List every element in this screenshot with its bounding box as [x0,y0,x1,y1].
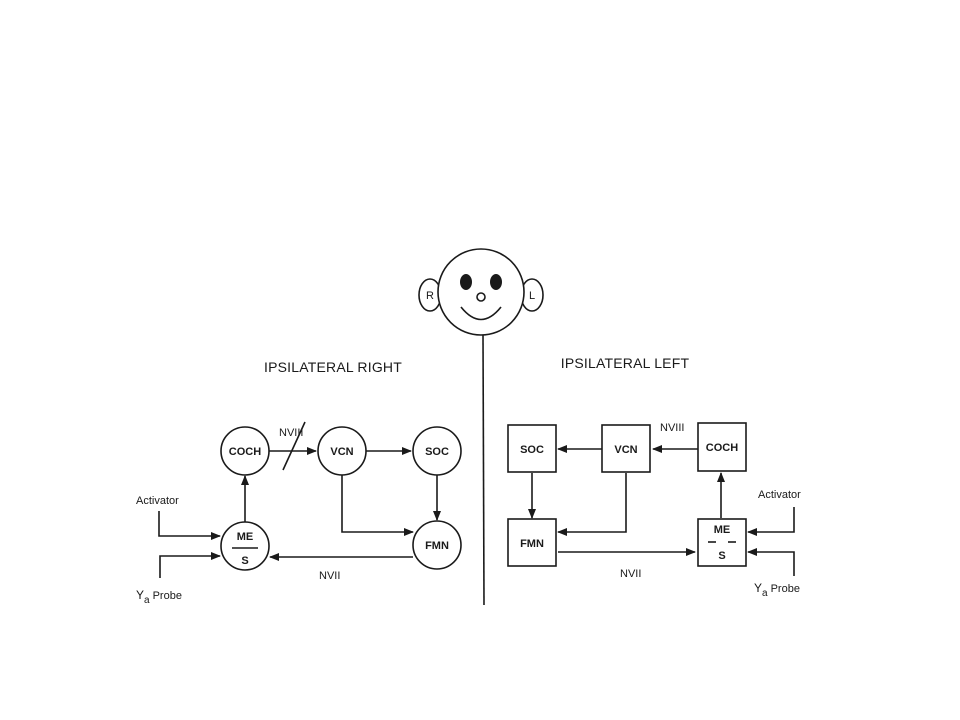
left-fmn-node [507,518,557,567]
left-soc-label: SOC [520,444,544,456]
head [437,248,525,336]
left-nviii-label: NVIII [660,422,684,434]
right-probe-edge [159,552,221,578]
right-vcn-node [317,426,367,476]
right-me-label: ME [237,531,254,543]
right-activator-label: Activator [136,495,179,507]
left-vcn-node [601,424,651,473]
ipsilateral-right-title: IPSILATERAL RIGHT [264,359,402,375]
right-nviii-label: NVIII [279,427,303,439]
right-probe-label: Ya Probe [136,588,182,606]
ipsilateral-left-panel: IPSILATERAL LEFT NVIII NVII SOC VCN COCH… [507,355,801,599]
left-probe-label: Ya Probe [754,581,800,599]
left-activator-edge [747,507,795,536]
left-nvii-label: NVII [620,568,641,580]
right-s-label: S [241,555,248,567]
left-eye [490,274,502,290]
left-probe-edge [747,548,795,576]
left-s-label: S [718,550,725,562]
left-ear-label: L [529,290,535,302]
right-coch-node [220,426,270,476]
left-mes-node [697,518,747,567]
nose [476,292,486,302]
vcn-to-fmn-edge [341,475,414,536]
mouth [460,306,502,321]
right-soc-label: SOC [425,446,449,458]
right-fmn-label: FMN [425,540,449,552]
vcn-to-fmn-edge-left [557,473,627,536]
right-coch-label: COCH [229,446,261,458]
left-activator-label: Activator [758,489,801,501]
ipsilateral-right-panel: IPSILATERAL RIGHT NVIII NVII COCH VCN SO… [136,359,462,606]
ipsilateral-left-title: IPSILATERAL LEFT [561,355,690,371]
left-coch-node [697,422,747,472]
right-activator-edge [158,511,221,540]
left-vcn-label: VCN [614,444,637,456]
right-fmn-node [412,520,462,570]
left-coch-label: COCH [706,442,738,454]
left-soc-node [507,424,557,473]
right-vcn-label: VCN [330,446,353,458]
left-fmn-label: FMN [520,538,544,550]
right-mes-node [220,521,270,571]
right-eye [460,274,472,290]
center-divider [482,334,485,606]
nerve-cut-mark [282,421,306,471]
face-icon: R L [418,248,544,606]
right-soc-node [412,426,462,476]
right-ear-label: R [426,290,434,302]
left-me-label: ME [714,524,731,536]
right-nvii-label: NVII [319,570,340,582]
